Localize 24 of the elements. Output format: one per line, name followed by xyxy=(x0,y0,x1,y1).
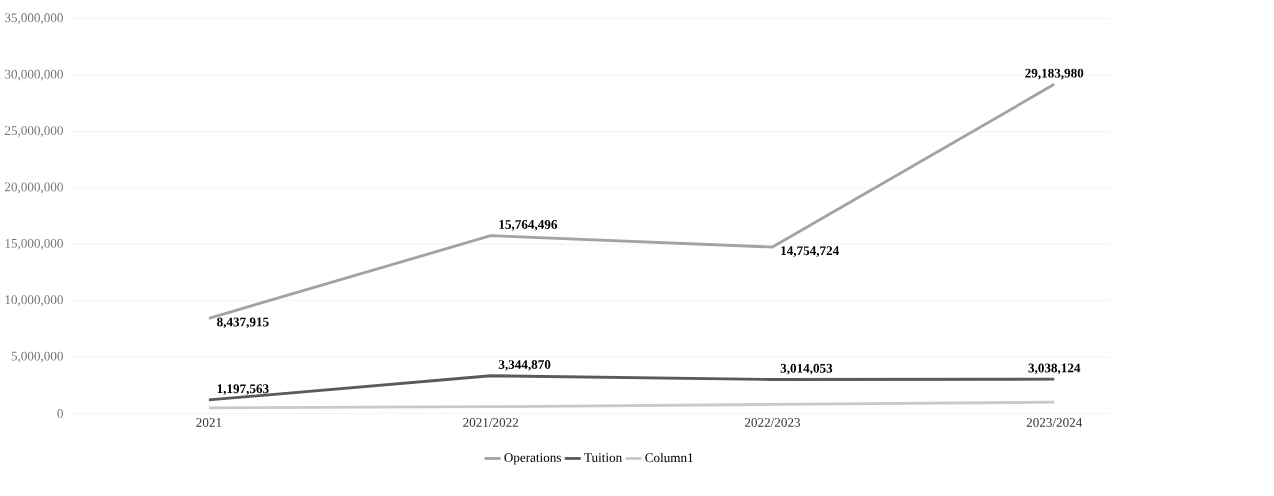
y-tick-label: 35,000,000 xyxy=(5,13,63,25)
data-label: 3,344,870 xyxy=(498,360,551,371)
data-label: 29,183,980 xyxy=(1025,68,1084,80)
y-tick-label: 15,000,000 xyxy=(5,238,63,250)
y-tick-label: 30,000,000 xyxy=(5,69,63,81)
line-series xyxy=(207,374,1056,402)
y-tick-label: 10,000,000 xyxy=(5,295,63,307)
y-tick-label: 25,000,000 xyxy=(4,126,63,137)
x-tick-label: 2022/2023 xyxy=(744,418,801,427)
data-label: 14,754,724 xyxy=(781,246,839,258)
data-label: 15,764,496 xyxy=(499,220,558,231)
y-tick-label: 20,000,000 xyxy=(4,182,63,194)
legend-label: Tuition xyxy=(584,453,622,462)
legend-label: Operations xyxy=(504,453,561,465)
x-tick-label: 2021 xyxy=(196,418,222,427)
data-label: 3,014,053 xyxy=(780,363,833,375)
x-tick-label: 2021/2022 xyxy=(463,418,519,427)
x-tick-label: 2023/2024 xyxy=(1026,418,1083,427)
data-label: 8,437,915 xyxy=(217,317,269,329)
data-label: 1,197,563 xyxy=(217,384,269,396)
y-tick-label: 5,000,000 xyxy=(11,351,63,363)
y-tick-label: 0 xyxy=(57,409,63,418)
data-label: 3,038,124 xyxy=(1028,363,1081,375)
legend-label: Column1 xyxy=(645,452,693,463)
